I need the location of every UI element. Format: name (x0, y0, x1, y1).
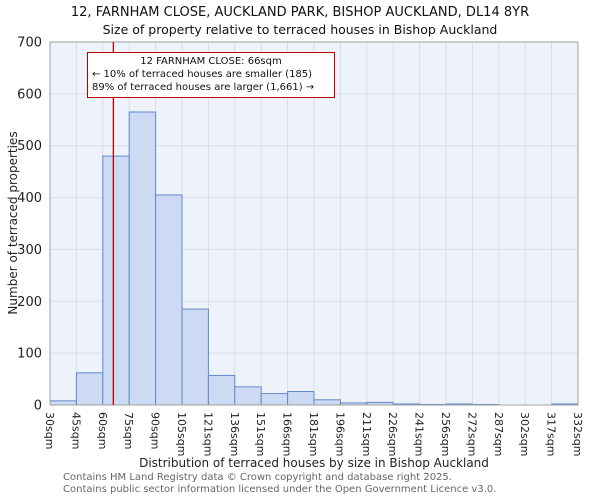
chart-title: 12, FARNHAM CLOSE, AUCKLAND PARK, BISHOP… (70, 5, 530, 20)
histogram-bar (128, 111, 157, 406)
footer-line-2: Contains public sector information licen… (63, 483, 497, 495)
histogram-bar (287, 391, 315, 406)
x-tick-label: 166sqm (281, 412, 294, 456)
histogram-bar (49, 400, 77, 406)
footer-line-1: Contains HM Land Registry data © Crown c… (63, 472, 452, 483)
y-tick-label: 600 (17, 87, 42, 102)
histogram-bar (181, 308, 209, 406)
annotation-smaller-stat: ← 10% of terraced houses are smaller (18… (92, 69, 313, 81)
x-tick-label: 60sqm (96, 412, 109, 449)
x-tick-label: 121sqm (201, 412, 214, 456)
histogram-bar (102, 155, 130, 406)
x-tick-label: 196sqm (333, 412, 346, 456)
x-tick-label: 287sqm (492, 412, 505, 456)
x-tick-label: 317sqm (545, 412, 558, 456)
histogram-bar (75, 372, 104, 406)
annotation-box: 12 FARNHAM CLOSE: 66sqm ← 10% of terrace… (87, 52, 335, 98)
x-tick-label: 30sqm (43, 412, 56, 449)
histogram-bar (207, 374, 236, 406)
x-tick-label: 211sqm (360, 412, 373, 456)
x-tick-label: 45sqm (69, 412, 82, 449)
y-axis-label: Number of terraced properties (6, 131, 20, 315)
license-footer: Contains HM Land Registry data © Crown c… (63, 472, 496, 496)
x-tick-label: 90sqm (149, 412, 162, 449)
y-tick-label: 700 (17, 36, 42, 51)
x-tick-label: 302sqm (518, 412, 531, 456)
histogram-bar (313, 399, 341, 406)
x-tick-label: 332sqm (571, 412, 584, 456)
x-axis-label: Distribution of terraced houses by size … (139, 456, 489, 470)
x-tick-label: 256sqm (439, 412, 452, 456)
histogram-bar (234, 386, 262, 406)
x-tick-label: 136sqm (228, 412, 241, 456)
plot-border (49, 41, 579, 406)
y-tick-label: 0 (34, 399, 42, 414)
chart-subtitle: Size of property relative to terraced ho… (102, 22, 498, 37)
annotation-property-size: 12 FARNHAM CLOSE: 66sqm (140, 56, 282, 67)
y-tick-label: 200 (17, 295, 42, 310)
y-tick-label: 500 (17, 139, 42, 154)
histogram-bar (260, 393, 289, 406)
x-tick-label: 75sqm (122, 412, 135, 449)
x-tick-label: 181sqm (307, 412, 320, 456)
x-tick-label: 151sqm (254, 412, 267, 456)
x-tick-label: 105sqm (175, 412, 188, 456)
y-tick-label: 100 (17, 347, 42, 362)
y-tick-label: 300 (17, 243, 42, 258)
y-tick-label: 400 (17, 191, 42, 206)
annotation-larger-stat: 89% of terraced houses are larger (1,661… (92, 82, 315, 94)
x-tick-label: 241sqm (413, 412, 426, 456)
x-tick-label: 272sqm (465, 412, 478, 456)
x-tick-label: 226sqm (386, 412, 399, 456)
histogram-bar (155, 194, 183, 406)
